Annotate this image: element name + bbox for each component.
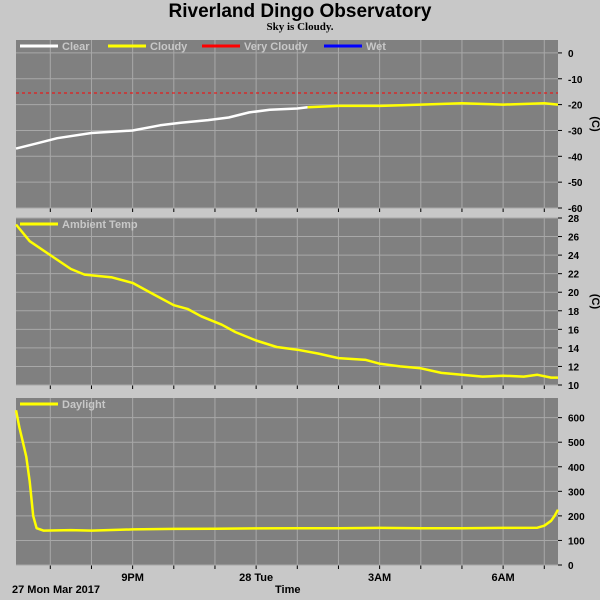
sky-temperature-legend-label: Wet bbox=[366, 41, 386, 53]
ambient-temperature-y-tick-label: 24 bbox=[568, 251, 580, 262]
chart-title: Riverland Dingo Observatory bbox=[168, 1, 432, 22]
daylight-y-tick-label: 0 bbox=[568, 561, 574, 572]
daylight-y-tick-label: 300 bbox=[568, 487, 585, 498]
daylight-y-tick-label: 500 bbox=[568, 438, 585, 449]
daylight-y-tick-label: 400 bbox=[568, 463, 585, 474]
sky-temperature-y-tick-label: -40 bbox=[568, 152, 583, 163]
sky-temperature-legend-label: Cloudy bbox=[150, 41, 188, 53]
x-tick-label: 28 Tue bbox=[239, 572, 273, 584]
ambient-temperature-y-tick-label: 28 bbox=[568, 214, 580, 225]
ambient-temperature-y-tick-label: 14 bbox=[568, 344, 580, 355]
sky-temperature-legend-label: Clear bbox=[62, 41, 90, 53]
ambient-temperature-y-tick-label: 16 bbox=[568, 325, 580, 336]
sky-temperature-series-clear bbox=[15, 105, 308, 150]
chart-subtitle: Sky is Cloudy. bbox=[266, 21, 334, 33]
ambient-temperature-y-tick-label: 10 bbox=[568, 381, 580, 392]
daylight-legend-label: Daylight bbox=[62, 399, 106, 411]
daylight-y-tick-label: 600 bbox=[568, 414, 585, 425]
sky-temperature-y-tick-label: 0 bbox=[568, 49, 574, 60]
ambient-temperature-y-tick-label: 26 bbox=[568, 233, 580, 244]
ambient-temperature-plot-area bbox=[16, 218, 558, 385]
x-axis-label: Time bbox=[275, 584, 301, 596]
x-tick-label: 9PM bbox=[121, 572, 144, 584]
ambient-temperature-series-ambient-temp bbox=[15, 223, 558, 379]
daylight-y-tick-label: 100 bbox=[568, 536, 585, 547]
sky-temperature-y-axis-label: (C) bbox=[589, 116, 600, 132]
daylight-y-tick-label: 200 bbox=[568, 512, 585, 523]
x-tick-label: 6AM bbox=[491, 572, 514, 584]
date-label: 27 Mon Mar 2017 bbox=[12, 584, 101, 596]
ambient-temperature-y-axis-label: (C) bbox=[589, 294, 600, 310]
sky-temperature-y-tick-label: -10 bbox=[568, 75, 583, 86]
ambient-temperature-y-tick-label: 22 bbox=[568, 270, 580, 281]
ambient-temperature-y-tick-label: 20 bbox=[568, 288, 580, 299]
sky-temperature-y-tick-label: -50 bbox=[568, 178, 583, 189]
sky-temperature-plot-area bbox=[16, 40, 558, 208]
sky-temperature-y-tick-label: -20 bbox=[568, 101, 583, 112]
ambient-temperature-legend-label: Ambient Temp bbox=[62, 219, 138, 231]
sky-temperature-y-tick-label: -60 bbox=[568, 204, 583, 215]
x-tick-label: 3AM bbox=[368, 572, 391, 584]
ambient-temperature-y-tick-label: 18 bbox=[568, 307, 580, 318]
sky-temperature-y-tick-label: -30 bbox=[568, 126, 583, 137]
sky-temperature-series-cloudy bbox=[307, 102, 559, 109]
ambient-temperature-y-tick-label: 12 bbox=[568, 362, 580, 373]
sky-temperature-legend-label: Very Cloudy bbox=[244, 41, 308, 53]
daylight-series-daylight bbox=[14, 410, 560, 532]
daylight-plot-area bbox=[16, 398, 558, 565]
